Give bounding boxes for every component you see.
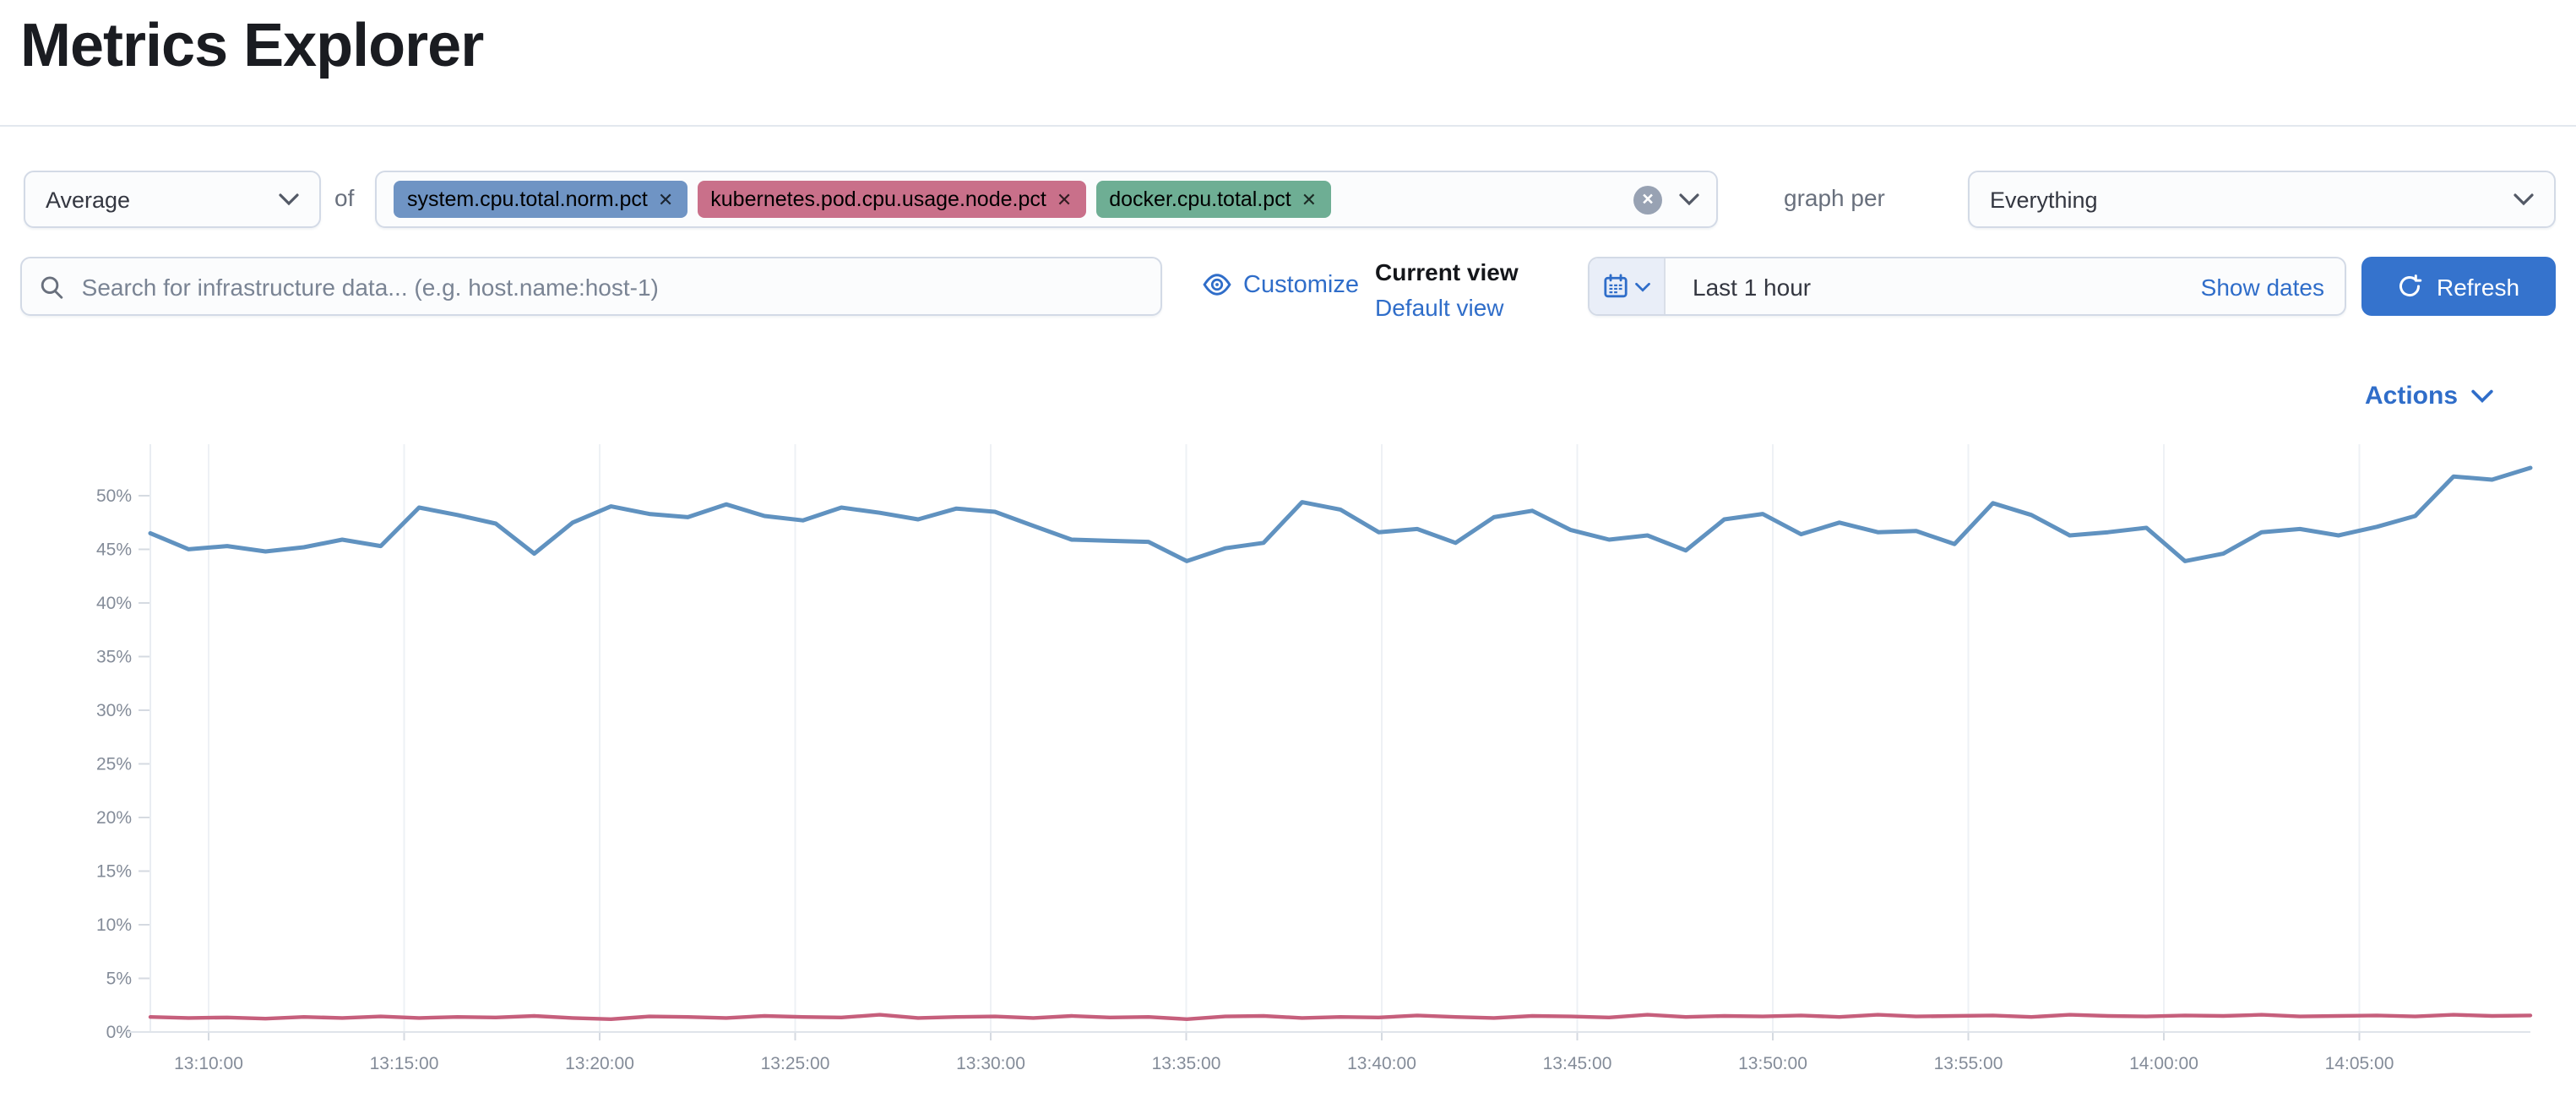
svg-text:13:45:00: 13:45:00	[1543, 1054, 1612, 1073]
remove-icon[interactable]: ✕	[1056, 190, 1073, 210]
svg-text:14:05:00: 14:05:00	[2325, 1054, 2394, 1073]
svg-text:15%: 15%	[96, 861, 132, 881]
actions-menu-button[interactable]: Actions	[2365, 382, 2493, 410]
svg-text:30%: 30%	[96, 701, 132, 720]
svg-text:20%: 20%	[96, 808, 132, 828]
of-label: of	[334, 184, 355, 211]
search-field[interactable]	[20, 257, 1162, 316]
metric-pill-label: docker.cpu.total.pct	[1109, 187, 1291, 211]
search-input[interactable]	[78, 257, 1144, 316]
svg-text:10%: 10%	[96, 915, 132, 935]
refresh-label: Refresh	[2436, 273, 2520, 300]
svg-text:13:50:00: 13:50:00	[1738, 1054, 1807, 1073]
metrics-combobox[interactable]: system.cpu.total.norm.pct ✕ kubernetes.p…	[375, 171, 1718, 228]
refresh-button[interactable]: Refresh	[2361, 257, 2556, 316]
remove-icon[interactable]: ✕	[657, 190, 674, 210]
metric-pill[interactable]: system.cpu.total.norm.pct ✕	[394, 181, 687, 218]
customize-label: Customize	[1243, 271, 1359, 298]
svg-text:13:35:00: 13:35:00	[1152, 1054, 1221, 1073]
graph-per-value: Everything	[1990, 187, 2098, 212]
svg-text:0%: 0%	[106, 1023, 132, 1042]
graph-per-select[interactable]: Everything	[1968, 171, 2556, 228]
chevron-down-icon[interactable]	[1679, 193, 1699, 206]
customize-button[interactable]: Customize	[1203, 270, 1359, 299]
metrics-line-chart[interactable]: 13:10:00 13:15:00 13:20:00 13:25:00 13:30:00…	[0, 422, 2576, 1108]
svg-text:45%: 45%	[96, 540, 132, 559]
svg-text:13:20:00: 13:20:00	[565, 1054, 634, 1073]
calendar-icon	[1604, 274, 1628, 298]
clear-all-icon[interactable]: ✕	[1633, 185, 1662, 214]
default-view-link[interactable]: Default view	[1375, 294, 1504, 321]
metric-pill[interactable]: kubernetes.pod.cpu.usage.node.pct ✕	[697, 181, 1086, 218]
chevron-down-icon	[2514, 193, 2534, 206]
time-range-value[interactable]: Last 1 hour	[1693, 273, 1812, 300]
graph-per-label: graph per	[1784, 184, 1885, 211]
eye-icon	[1203, 274, 1231, 296]
show-dates-button[interactable]: Show dates	[2200, 273, 2324, 300]
svg-text:25%: 25%	[96, 754, 132, 774]
metric-pill-label: kubernetes.pod.cpu.usage.node.pct	[710, 187, 1046, 211]
chevron-down-icon	[279, 193, 299, 206]
svg-text:50%: 50%	[96, 486, 132, 506]
current-view-label: Current view	[1375, 258, 1519, 285]
chevron-down-icon	[2471, 389, 2493, 404]
refresh-icon	[2400, 274, 2423, 296]
aggregation-select[interactable]: Average	[24, 171, 321, 228]
date-quick-select-button[interactable]	[1590, 258, 1666, 314]
svg-text:14:00:00: 14:00:00	[2129, 1054, 2198, 1073]
svg-text:40%: 40%	[96, 594, 132, 613]
svg-text:13:30:00: 13:30:00	[956, 1054, 1025, 1073]
search-icon	[41, 275, 63, 298]
header-divider	[0, 125, 2576, 127]
svg-text:5%: 5%	[106, 969, 132, 988]
aggregation-value: Average	[46, 187, 131, 212]
svg-text:35%: 35%	[96, 647, 132, 666]
svg-text:13:40:00: 13:40:00	[1347, 1054, 1416, 1073]
time-picker[interactable]: Last 1 hour Show dates	[1588, 257, 2346, 316]
chevron-down-icon	[1635, 281, 1650, 291]
svg-text:13:25:00: 13:25:00	[761, 1054, 830, 1073]
metric-pill-label: system.cpu.total.norm.pct	[407, 187, 648, 211]
page-title: Metrics Explorer	[20, 10, 484, 79]
metric-pill[interactable]: docker.cpu.total.pct ✕	[1095, 181, 1331, 218]
svg-text:13:55:00: 13:55:00	[1934, 1054, 2003, 1073]
svg-text:13:15:00: 13:15:00	[370, 1054, 439, 1073]
svg-text:13:10:00: 13:10:00	[174, 1054, 243, 1073]
actions-label: Actions	[2365, 382, 2459, 410]
remove-icon[interactable]: ✕	[1301, 190, 1318, 210]
